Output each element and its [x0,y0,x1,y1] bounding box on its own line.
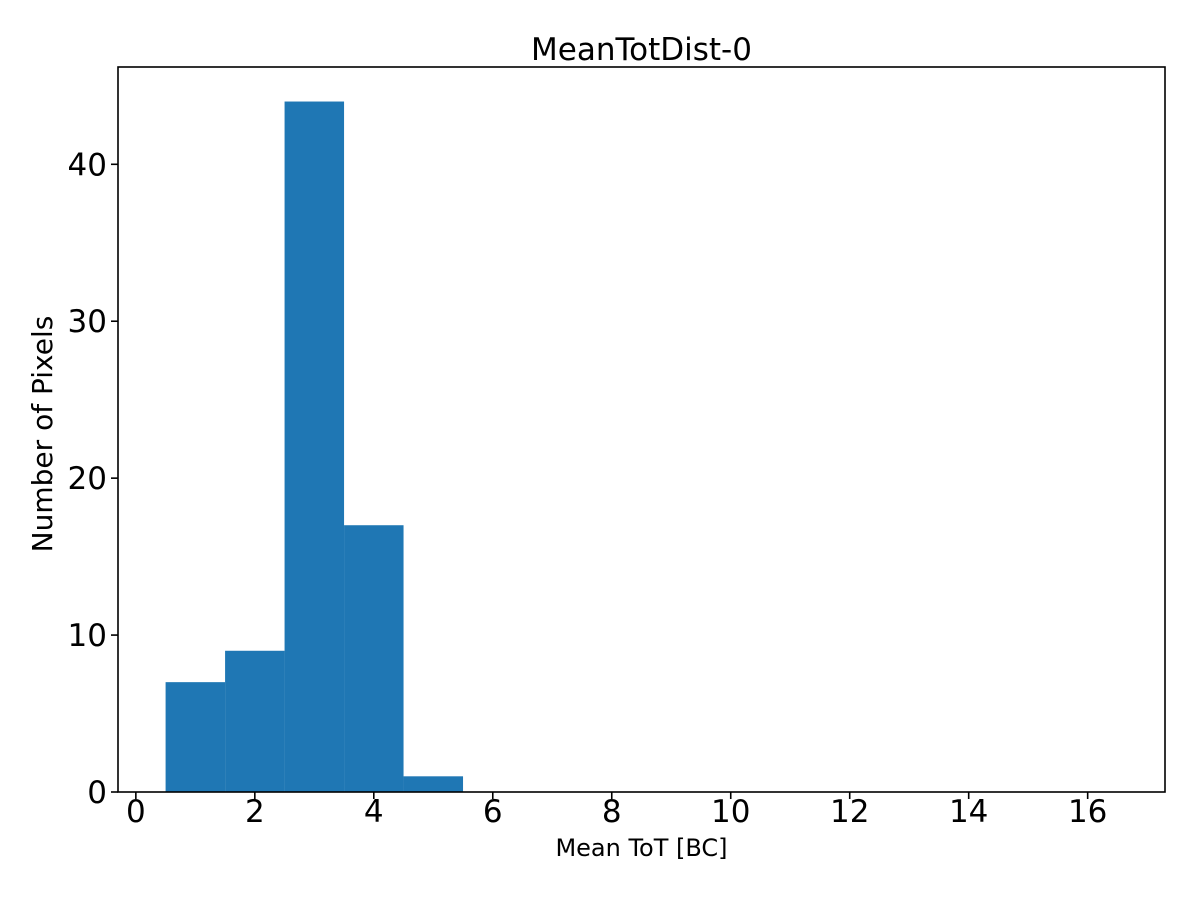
chart-title: MeanTotDist-0 [531,32,752,68]
x-tick-label: 8 [602,794,622,830]
y-tick-label: 30 [68,304,107,340]
histogram-bar [344,525,404,792]
axes-layer: 0 2 4 6 8 10 12 14 16 0 10 20 30 40 [68,66,1166,830]
x-tick-label: 10 [711,794,750,830]
histogram-bar [165,682,226,792]
x-tick-label: 12 [830,794,869,830]
x-tick-label: 16 [1068,794,1107,830]
histogram-bar [403,776,464,792]
x-tick-label: 6 [483,794,503,830]
histogram-bar [284,101,345,793]
plot-border [117,66,1166,793]
x-tick-label: 4 [364,794,384,830]
x-tick-label: 14 [949,794,988,830]
y-tick-label: 0 [87,775,107,811]
x-tick-label: 2 [245,794,265,830]
y-axis-label: Number of Pixels [26,316,59,553]
histogram-bar [225,650,285,792]
x-axis-label: Mean ToT [BC] [555,834,727,862]
y-tick-label: 40 [68,147,107,183]
x-tick-label: 0 [126,794,146,830]
y-tick-label: 10 [68,618,107,654]
bars-layer [165,101,464,793]
y-tick-label: 20 [68,461,107,497]
